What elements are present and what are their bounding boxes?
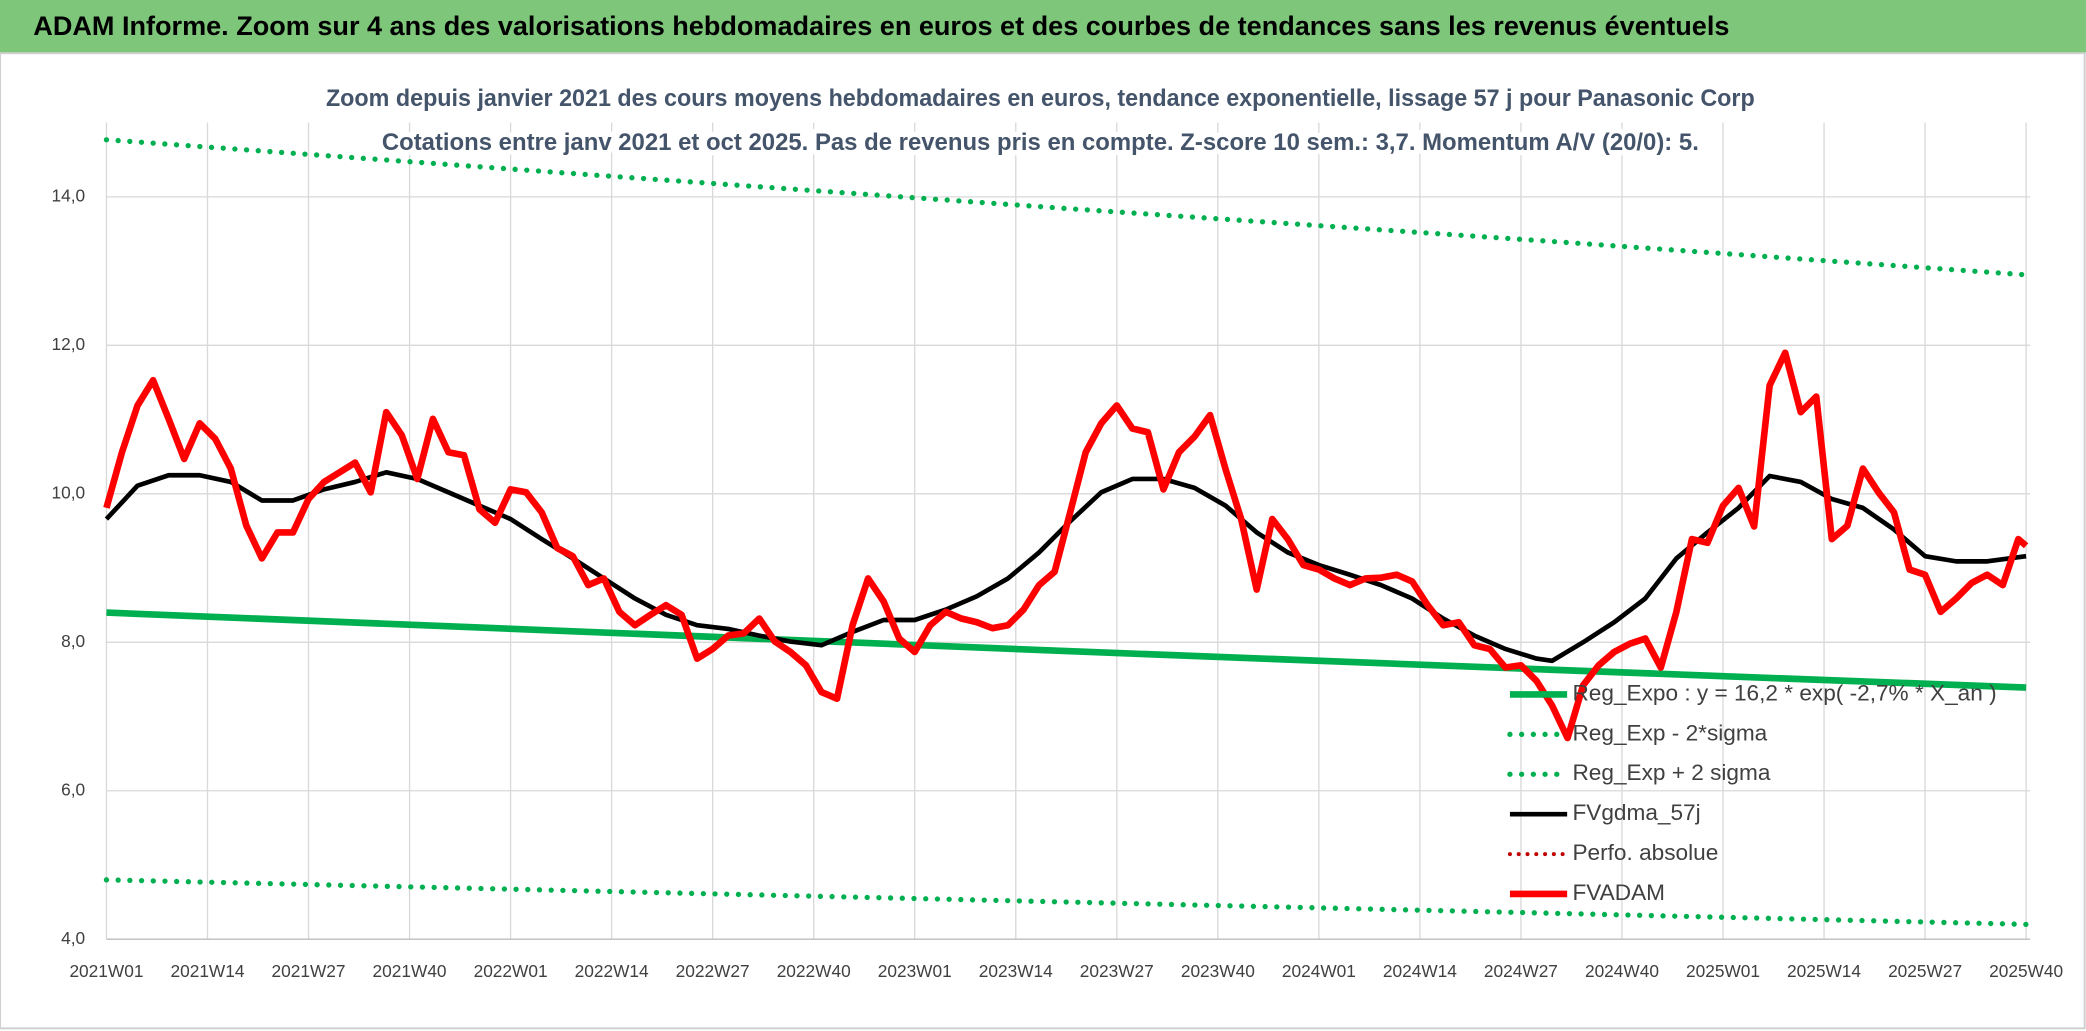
legend-label: Reg_Exp + 2 sigma xyxy=(1572,760,1770,785)
x-tick-label: 2022W01 xyxy=(474,961,548,981)
y-tick-label: 14,0 xyxy=(52,185,86,205)
legend-label: Perfo. absolue xyxy=(1572,840,1718,865)
x-tick-label: 2023W14 xyxy=(979,961,1053,981)
x-tick-label: 2025W01 xyxy=(1686,961,1760,981)
x-tick-label: 2022W27 xyxy=(676,961,750,981)
y-tick-label: 10,0 xyxy=(52,482,86,502)
grid: 4,0 6,0 8,0 10,0 12,0 14,0 2021W01 2021W14 2021W… xyxy=(52,122,2063,981)
y-tick-label: 8,0 xyxy=(61,631,85,651)
x-tick-label: 2025W40 xyxy=(1989,961,2063,981)
legend-label: Reg_Expo : y = 16,2 * exp( -2,7% * X_an … xyxy=(1572,680,1996,705)
y-tick-label: 4,0 xyxy=(61,928,85,948)
chart-subtitle: Cotations entre janv 2021 et oct 2025. P… xyxy=(382,129,1699,156)
series-line xyxy=(103,877,2029,928)
legend-label: FVgdma_57j xyxy=(1572,800,1700,825)
x-tick-label: 2023W01 xyxy=(878,961,952,981)
lines xyxy=(103,137,2029,928)
x-tick-label: 2021W40 xyxy=(373,961,447,981)
x-tick-label: 2021W27 xyxy=(272,961,346,981)
x-tick-label: 2025W27 xyxy=(1888,961,1962,981)
x-tick-label: 2025W14 xyxy=(1787,961,1861,981)
legend-label: FVADAM xyxy=(1572,880,1665,905)
header-band xyxy=(0,0,2086,54)
series-line xyxy=(103,349,2029,742)
y-tick-label: 12,0 xyxy=(52,334,86,354)
x-tick-label: 2022W40 xyxy=(777,961,851,981)
x-tick-label: 2024W27 xyxy=(1484,961,1558,981)
y-tick-label: 6,0 xyxy=(61,779,85,799)
chart-title: Zoom depuis janvier 2021 des cours moyen… xyxy=(326,85,1755,112)
chart-border xyxy=(0,52,2086,1030)
series-line xyxy=(106,609,2027,691)
legend-label: Reg_Exp - 2*sigma xyxy=(1572,720,1767,745)
x-tick-label: 2024W40 xyxy=(1585,961,1659,981)
x-tick-label: 2021W01 xyxy=(69,961,143,981)
x-tick-label: 2024W14 xyxy=(1383,961,1457,981)
x-tick-label: 2021W14 xyxy=(170,961,244,981)
x-tick-label: 2022W14 xyxy=(575,961,649,981)
x-tick-label: 2023W27 xyxy=(1080,961,1154,981)
x-tick-label: 2024W01 xyxy=(1282,961,1356,981)
header-title: ADAM Informe. Zoom sur 4 ans des valoris… xyxy=(33,11,1729,41)
legend: Reg_Expo : y = 16,2 * exp( -2,7% * X_an … xyxy=(1507,680,1997,905)
x-tick-label: 2023W40 xyxy=(1181,961,1255,981)
